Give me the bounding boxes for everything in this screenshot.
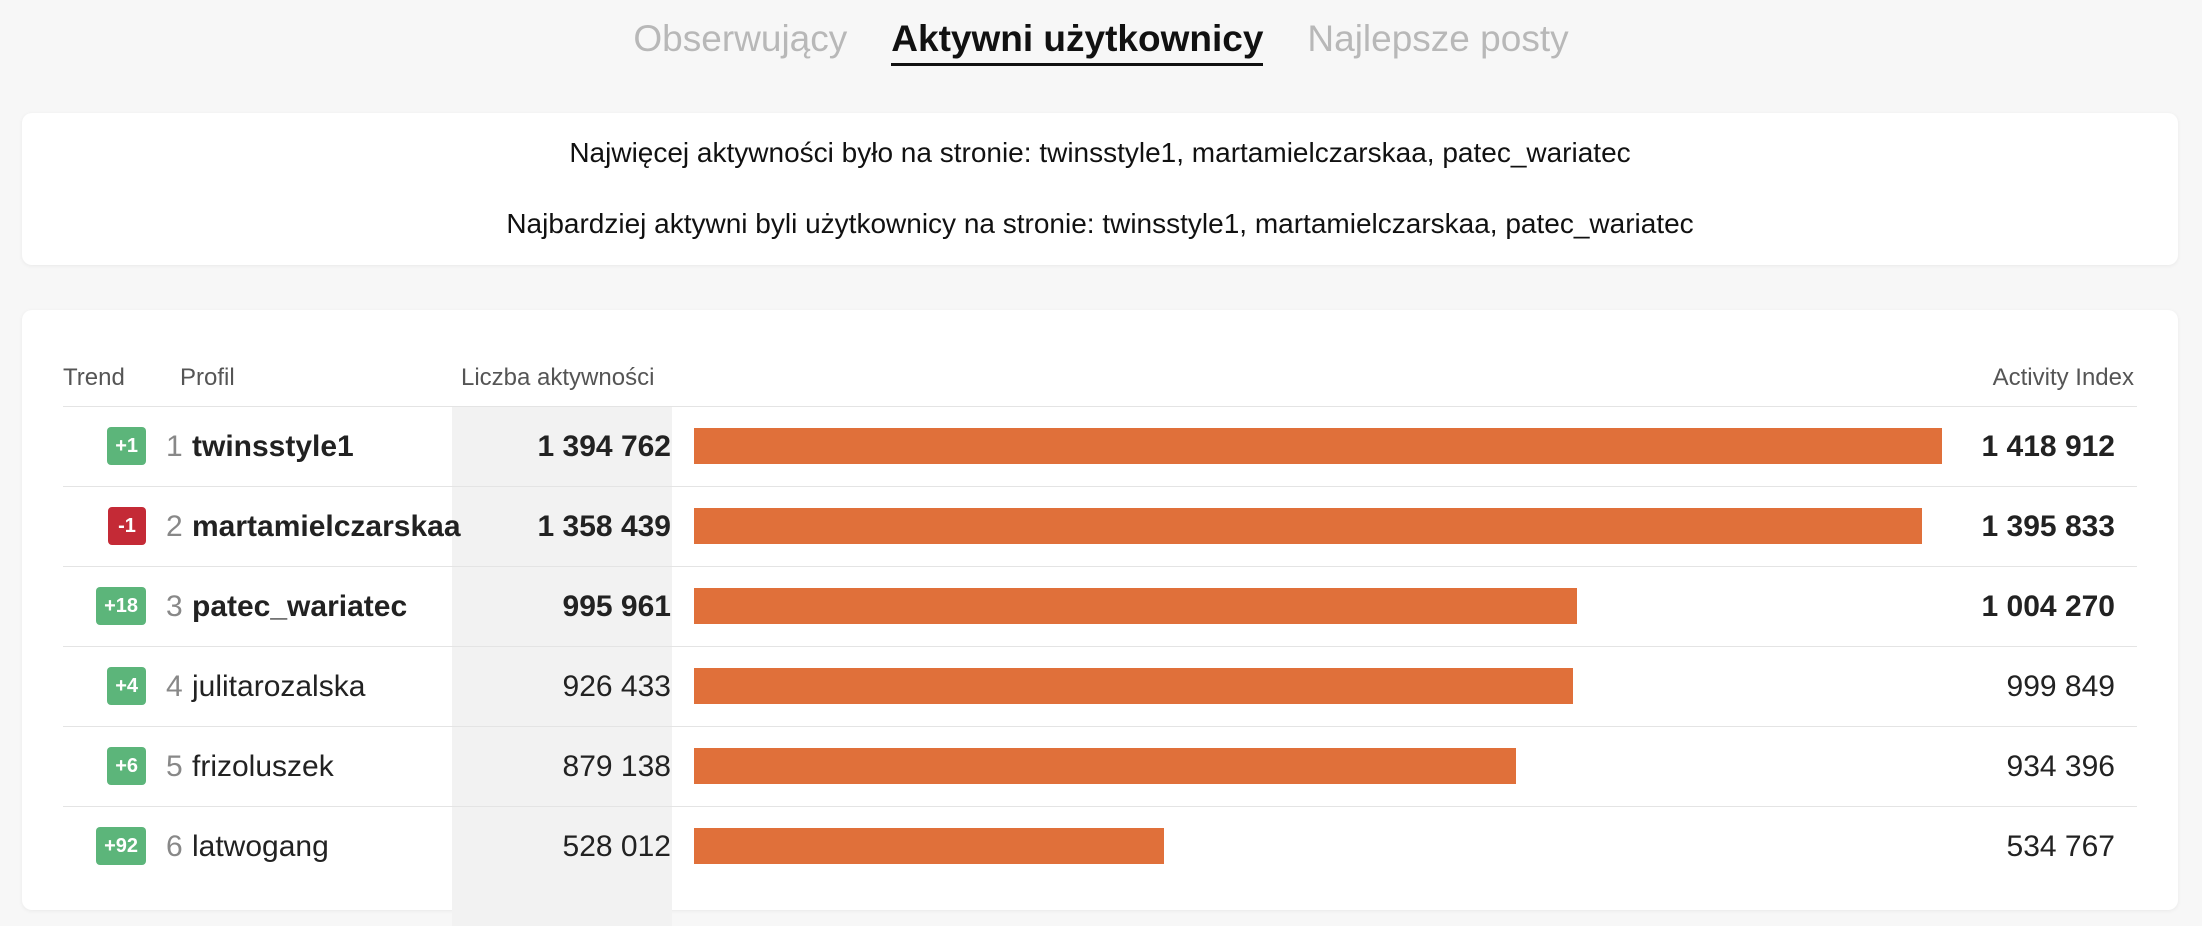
tab-najlepsze-posty[interactable]: Najlepsze posty (1307, 18, 1569, 59)
activity-table: Trend Profil Liczba aktywności Activity … (22, 310, 2178, 926)
trend-badge: +18 (96, 587, 146, 625)
rank-number: 5 (166, 750, 183, 783)
trend-badge: +4 (107, 667, 146, 705)
trend-badge: -1 (108, 507, 146, 545)
activity-count: 1 394 762 (537, 430, 671, 463)
activity-index-value: 934 396 (2006, 750, 2115, 783)
trend-badge: +6 (107, 747, 146, 785)
profile-name[interactable]: patec_wariatec (192, 590, 408, 623)
tab-bar: Obserwujący Aktywni użytkownicy Najlepsz… (0, 18, 2202, 66)
activity-index-value: 1 395 833 (1981, 510, 2115, 543)
activity-index-value: 999 849 (2006, 670, 2115, 703)
rank-number: 3 (166, 590, 183, 623)
table-row[interactable]: +18 3 patec_wariatec 995 961 1 004 270 (63, 566, 2137, 647)
table-row[interactable]: +4 4 julitarozalska 926 433 999 849 (63, 646, 2137, 727)
activity-index-value: 1 418 912 (1981, 430, 2115, 463)
activity-index-bar (694, 428, 1942, 464)
activity-index-bar (694, 668, 1574, 704)
activity-count: 879 138 (562, 750, 671, 783)
profile-name[interactable]: martamielczarskaa (192, 510, 461, 543)
header-profil: Profil (180, 364, 235, 391)
activity-count: 528 012 (562, 830, 671, 863)
profile-name[interactable]: frizoluszek (192, 750, 334, 783)
activity-index-value: 534 767 (2006, 830, 2115, 863)
header-trend: Trend (63, 364, 125, 391)
trend-badge: +92 (96, 827, 146, 865)
trend-badge: +1 (107, 427, 146, 465)
profile-name[interactable]: twinsstyle1 (192, 430, 354, 463)
table-row[interactable]: +1 1 twinsstyle1 1 394 762 1 418 912 (63, 406, 2137, 487)
activity-index-bar (694, 748, 1516, 784)
activity-index-bar (694, 508, 1922, 544)
tab-aktywni-uzytkownicy[interactable]: Aktywni użytkownicy (891, 18, 1264, 66)
summary-most-activity: Najwięcej aktywności było na stronie: tw… (569, 137, 1631, 168)
rank-number: 6 (166, 830, 183, 863)
table-row[interactable]: +6 5 frizoluszek 879 138 934 396 (63, 726, 2137, 807)
rank-number: 2 (166, 510, 183, 543)
rank-number: 1 (166, 430, 183, 463)
summary-card: Najwięcej aktywności było na stronie: tw… (22, 113, 2178, 265)
summary-most-active-users: Najbardziej aktywni byli użytkownicy na … (506, 208, 1694, 239)
header-liczba-aktywnosci: Liczba aktywności (461, 364, 655, 391)
profile-name[interactable]: latwogang (192, 830, 329, 863)
profile-name[interactable]: julitarozalska (192, 670, 366, 703)
table-row[interactable]: +92 6 latwogang 528 012 534 767 (63, 806, 2137, 887)
activity-index-value: 1 004 270 (1981, 590, 2115, 623)
activity-count: 1 358 439 (537, 510, 671, 543)
table-row[interactable]: -1 2 martamielczarskaa 1 358 439 1 395 833 (63, 486, 2137, 567)
tab-obserwujacy[interactable]: Obserwujący (633, 18, 848, 59)
rank-number: 4 (166, 670, 183, 703)
activity-count: 926 433 (562, 670, 671, 703)
activity-count: 995 961 (562, 590, 671, 623)
activity-index-bar (694, 588, 1578, 624)
count-column-background (452, 406, 672, 926)
header-activity-index: Activity Index (1992, 364, 2134, 391)
activity-index-bar (694, 828, 1165, 864)
